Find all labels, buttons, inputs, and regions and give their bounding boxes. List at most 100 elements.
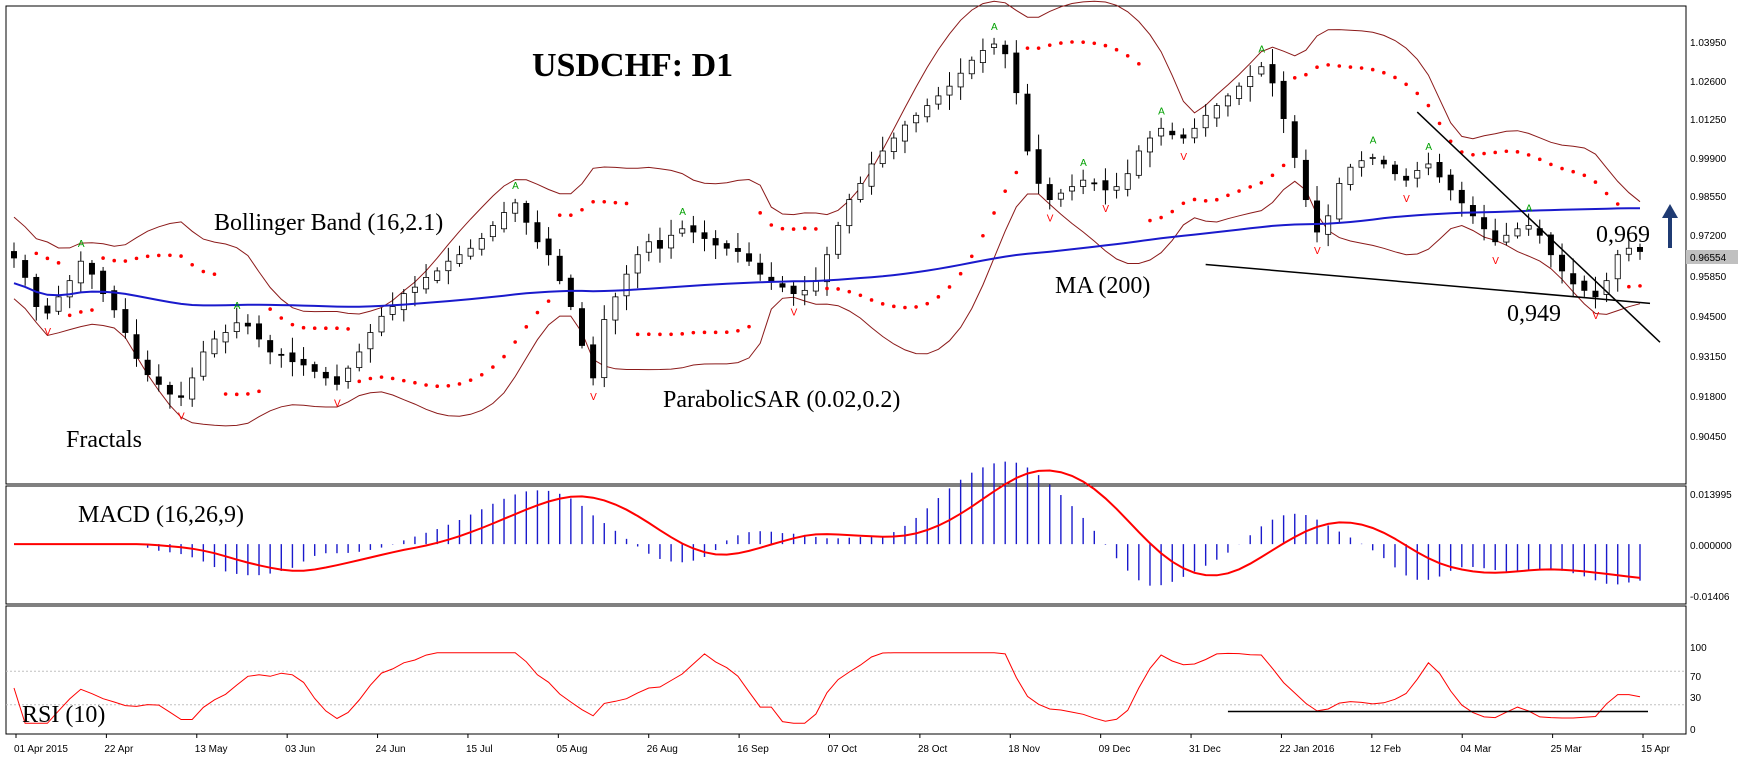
bull-candle	[924, 105, 931, 118]
bull-candle	[1503, 234, 1510, 243]
sar-dot	[1404, 82, 1408, 87]
price-tick: 0.95850	[1690, 272, 1727, 283]
time-tick-label: 05 Aug	[556, 744, 587, 755]
bear-candle	[757, 262, 764, 275]
time-tick-label: 01 Apr 2015	[14, 744, 68, 755]
bear-candle	[734, 248, 741, 252]
sar-dot	[112, 258, 117, 263]
time-tick-label: 22 Apr	[104, 744, 134, 755]
time-tick-label: 24 Jun	[376, 744, 406, 755]
bull-candle	[679, 228, 686, 234]
fractal-down-marker: V	[590, 392, 597, 403]
bear-candle	[1403, 175, 1410, 181]
bull-candle	[445, 260, 452, 272]
bear-candle	[44, 305, 51, 314]
sar-dot	[1638, 284, 1642, 288]
support-level-label: 0,949	[1507, 301, 1561, 327]
time-tick-label: 18 Nov	[1008, 744, 1040, 755]
bull-candle	[400, 293, 407, 311]
rsi-axis: 100 70 30 0	[1690, 643, 1707, 736]
sar-dot	[1571, 169, 1575, 174]
sar-dot	[468, 378, 473, 382]
bull-candle	[55, 296, 62, 312]
macd-tick: 0.000000	[1690, 541, 1732, 552]
sar-dot	[179, 254, 183, 258]
macd-label: MACD (16,26,9)	[78, 502, 244, 528]
last-price-label: 0.96554	[1690, 253, 1727, 264]
sar-dot	[691, 330, 696, 335]
sar-dot	[1281, 163, 1286, 168]
sar-dot	[145, 254, 150, 259]
ma200-line	[13, 207, 1640, 308]
bear-candle	[333, 376, 340, 385]
bear-candle	[1391, 164, 1398, 175]
sar-dot	[268, 307, 272, 311]
resistance-level-label: 0,969	[1596, 222, 1650, 248]
bull-candle	[211, 338, 218, 355]
rsi-tick: 100	[1690, 643, 1707, 654]
sar-dot	[758, 211, 762, 215]
bull-candle	[868, 163, 875, 187]
rsi-panel	[5, 605, 1687, 735]
sar-dot	[279, 316, 284, 320]
fractal-up-marker: A	[234, 301, 241, 312]
bear-candle	[311, 364, 318, 372]
bear-candle	[22, 260, 29, 278]
sar-dot	[1493, 150, 1498, 155]
bull-candle	[879, 150, 886, 165]
sar-dot	[1370, 67, 1375, 72]
up-arrow-icon	[1662, 204, 1678, 248]
rsi-line	[13, 652, 1641, 724]
sar-dot	[535, 310, 540, 315]
bull-candle	[979, 50, 986, 64]
fractal-up-marker: A	[1080, 158, 1087, 169]
price-tick: 0.91800	[1690, 392, 1727, 403]
support-trendline	[1205, 263, 1651, 305]
time-tick-label: 15 Jul	[466, 744, 493, 755]
sar-dot	[680, 332, 685, 336]
bull-candle	[200, 351, 207, 377]
sar-dot	[825, 286, 829, 291]
bear-candle	[1314, 200, 1321, 233]
bear-candle	[1447, 174, 1454, 191]
sar-dot	[591, 199, 595, 204]
bear-candle	[10, 251, 17, 259]
bear-candle	[1169, 130, 1176, 136]
bull-candle	[1236, 85, 1243, 99]
rsi-label: RSI (10)	[22, 702, 105, 728]
bear-candle	[1013, 52, 1020, 94]
bear-candle	[166, 384, 173, 395]
sar-dot	[513, 340, 517, 344]
sar-dot	[914, 305, 918, 309]
sar-dot	[814, 227, 818, 231]
price-tick: 0.90450	[1690, 432, 1727, 443]
bull-candle	[901, 124, 908, 142]
bull-candle	[1158, 127, 1165, 137]
sar-dot	[602, 200, 607, 204]
last-price-marker	[1686, 250, 1738, 264]
sar-dot	[1437, 121, 1442, 126]
bull-candle	[489, 225, 496, 238]
sar-dot	[1148, 218, 1152, 223]
chart-title: USDCHF: D1	[532, 47, 733, 84]
bull-candle	[645, 241, 652, 253]
bear-candle	[712, 238, 719, 246]
price-tick: 0.97200	[1690, 231, 1727, 242]
bull-candle	[1191, 127, 1198, 139]
bull-candle	[957, 72, 964, 88]
sar-dot	[724, 330, 729, 335]
time-tick-label: 12 Feb	[1370, 744, 1402, 755]
fractal-down-marker: V	[1314, 246, 1321, 257]
sar-dot	[1081, 40, 1085, 44]
sar-dot	[1226, 193, 1230, 198]
price-axis: 1.03950 1.02600 1.01250 0.99900 0.98550 …	[1686, 38, 1738, 443]
bear-candle	[1024, 93, 1031, 152]
sar-dot	[90, 308, 94, 312]
bear-candle	[1302, 159, 1309, 201]
time-tick-label: 25 Mar	[1551, 744, 1583, 755]
bear-candle	[701, 232, 708, 239]
bull-candle	[66, 280, 73, 298]
bull-candle	[968, 59, 975, 75]
fractal-up-marker: A	[991, 22, 998, 33]
